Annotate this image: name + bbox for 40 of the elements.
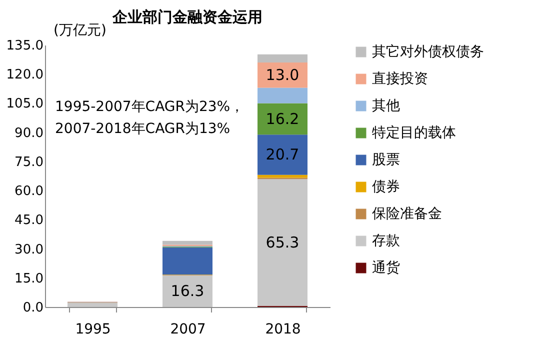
bar <box>68 302 118 307</box>
bar <box>258 179 308 306</box>
x-tick-label: 2007 <box>170 322 206 338</box>
y-axis-title: (万亿元) <box>54 22 106 38</box>
chart-title: 企业部门金融资金运用 <box>112 8 262 26</box>
bar <box>162 247 212 275</box>
y-tick-label: 105.0 <box>6 96 44 112</box>
y-tick-label: 135.0 <box>6 38 44 54</box>
legend-label: 其他 <box>372 98 400 114</box>
x-tick-label: 2018 <box>265 322 301 338</box>
y-tick-label: 60.0 <box>14 184 44 200</box>
y-tick-label: 90.0 <box>14 126 44 141</box>
bar <box>162 275 212 307</box>
legend-label: 保险准备金 <box>372 206 442 222</box>
bar <box>258 54 308 62</box>
legend-label: 债券 <box>372 179 400 195</box>
y-tick-label: 75.0 <box>14 154 44 170</box>
bar <box>162 240 212 245</box>
bar <box>258 134 308 175</box>
data-label: 16.2 <box>266 110 300 128</box>
legend-label: 直接投资 <box>372 71 428 87</box>
y-tick-label: 30.0 <box>14 242 44 258</box>
data-label: 16.3 <box>170 282 204 300</box>
y-tick-label: 120.0 <box>6 68 44 83</box>
bar <box>258 103 308 135</box>
data-label: 20.7 <box>266 146 300 164</box>
legend-label: 特定目的载体 <box>372 125 456 141</box>
bar <box>258 88 308 104</box>
annotation: 2007-2018年CAGR为13% <box>55 121 230 137</box>
data-label: 13.0 <box>266 66 300 84</box>
legend-label: 其它对外债权债务 <box>372 44 484 60</box>
legend-label: 通货 <box>372 260 400 276</box>
legend-label: 存款 <box>372 233 400 249</box>
annotation: 1995-2007年CAGR为23%， <box>55 99 244 115</box>
x-tick-label: 1995 <box>75 322 111 338</box>
y-tick-label: 45.0 <box>14 213 44 228</box>
data-label: 65.3 <box>266 233 300 252</box>
y-tick-label: 15.0 <box>14 271 44 286</box>
legend-label: 股票 <box>372 152 400 168</box>
y-tick-label: 0.0 <box>22 300 44 316</box>
